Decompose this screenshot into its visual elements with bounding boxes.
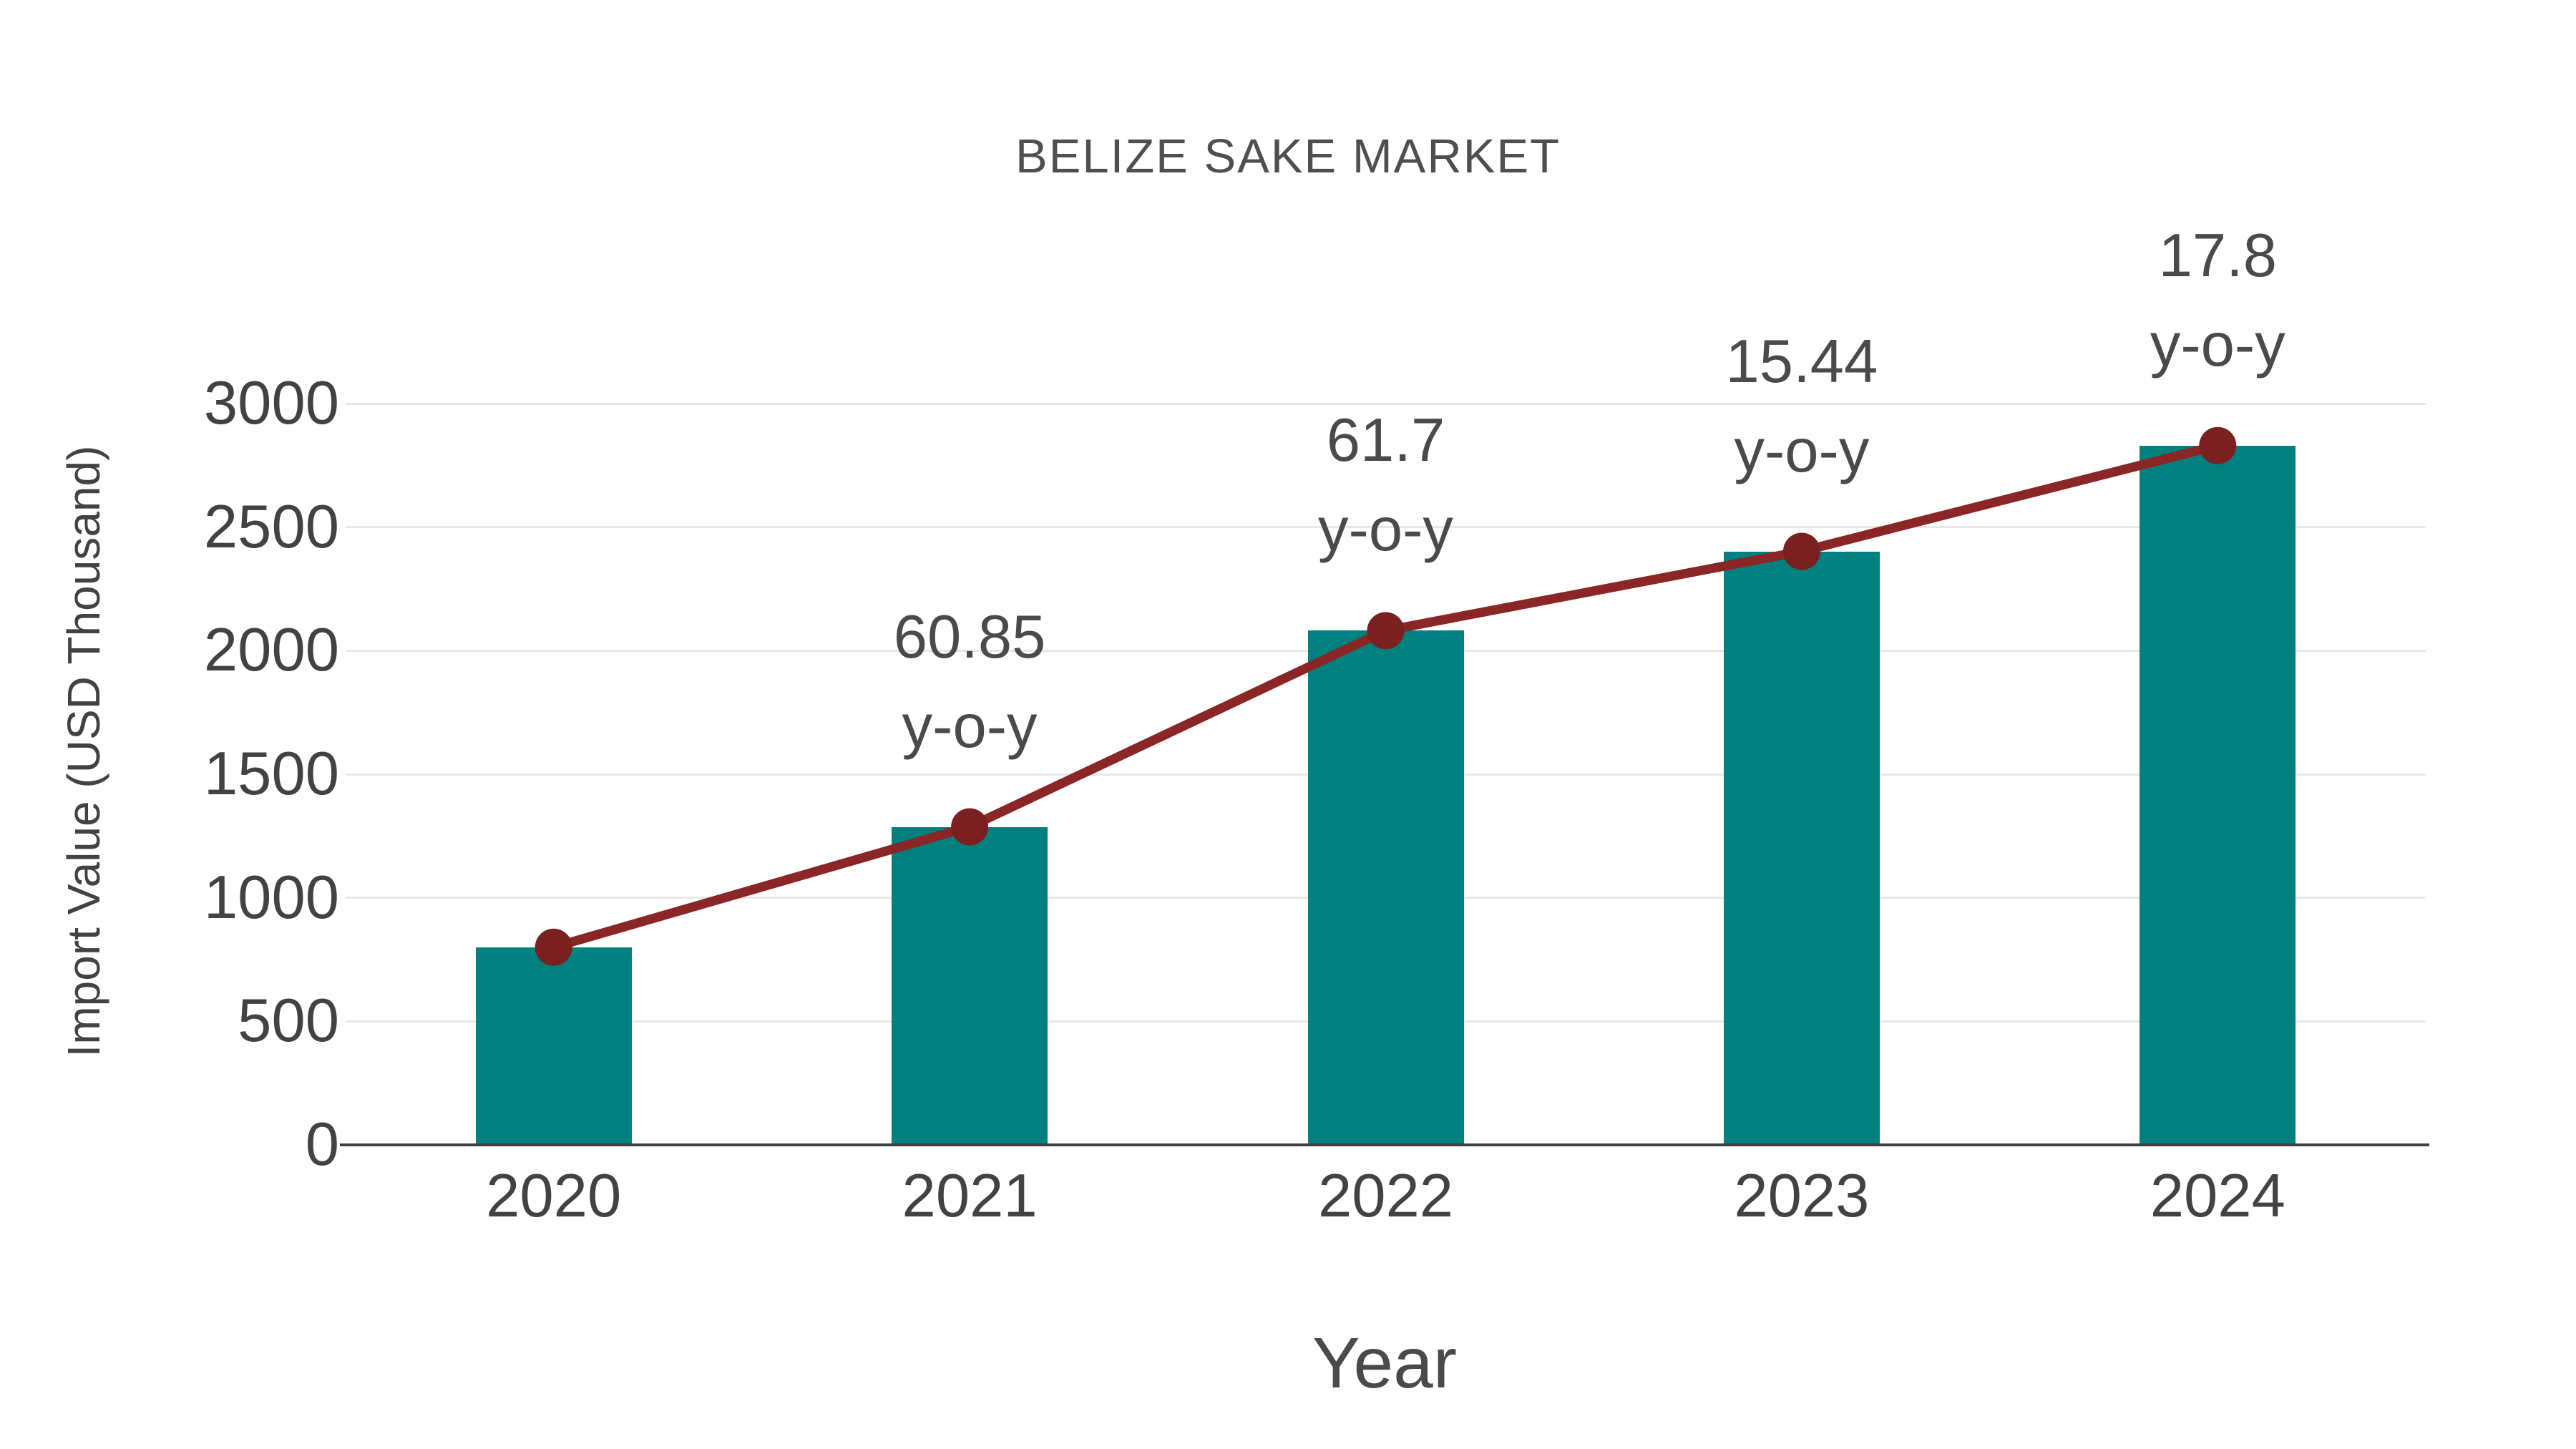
y-tick-label-0: 0 bbox=[305, 1111, 339, 1179]
yoy-annotation-2021: 60.85 y-o-y bbox=[748, 592, 1191, 771]
y-tick-label-1500: 1500 bbox=[203, 740, 339, 808]
trend-marker-2020 bbox=[535, 928, 572, 966]
trend-marker-2022 bbox=[1367, 612, 1405, 650]
y-tick-label-1000: 1000 bbox=[203, 863, 339, 932]
annotation-line: 61.7 bbox=[1326, 406, 1445, 475]
bar-2020 bbox=[475, 947, 632, 1145]
bar-2024 bbox=[2140, 445, 2296, 1145]
annotation-line: 15.44 bbox=[1725, 327, 1878, 396]
yoy-annotation-2022: 61.7 y-o-y bbox=[1164, 396, 1608, 575]
x-tick-label-2024: 2024 bbox=[2150, 1162, 2285, 1230]
x-axis-title: Year bbox=[1312, 1323, 1458, 1403]
x-axis-line bbox=[340, 1143, 2429, 1146]
trend-marker-2024 bbox=[2199, 426, 2237, 464]
y-tick-label-2500: 2500 bbox=[203, 492, 339, 561]
bar-2023 bbox=[1723, 551, 1880, 1145]
x-tick-label-2021: 2021 bbox=[902, 1162, 1038, 1230]
yoy-annotation-2023: 15.44 y-o-y bbox=[1580, 317, 2024, 496]
gridline-2500 bbox=[346, 526, 2426, 529]
annotation-line: y-o-y bbox=[1318, 496, 1453, 565]
x-tick-label-2022: 2022 bbox=[1317, 1162, 1454, 1230]
annotation-line: y-o-y bbox=[902, 692, 1038, 761]
gridline-3000 bbox=[346, 402, 2426, 405]
trend-marker-2021 bbox=[951, 808, 989, 846]
yoy-annotation-2024: 17.8 y-o-y bbox=[1996, 211, 2439, 390]
chart-title: BELIZE SAKE MARKET bbox=[1015, 130, 1561, 183]
bar-2022 bbox=[1307, 630, 1464, 1145]
y-tick-label-3000: 3000 bbox=[203, 369, 339, 437]
annotation-line: y-o-y bbox=[2150, 311, 2285, 379]
x-tick-label-2023: 2023 bbox=[1734, 1162, 1870, 1230]
trend-marker-2023 bbox=[1782, 532, 1820, 570]
x-tick-label-2020: 2020 bbox=[486, 1162, 622, 1230]
y-tick-label-500: 500 bbox=[238, 987, 339, 1055]
annotation-line: 60.85 bbox=[893, 602, 1046, 671]
y-tick-label-2000: 2000 bbox=[203, 616, 339, 685]
annotation-line: 17.8 bbox=[2158, 221, 2278, 290]
annotation-line: y-o-y bbox=[1734, 416, 1870, 485]
bar-2021 bbox=[892, 826, 1048, 1145]
